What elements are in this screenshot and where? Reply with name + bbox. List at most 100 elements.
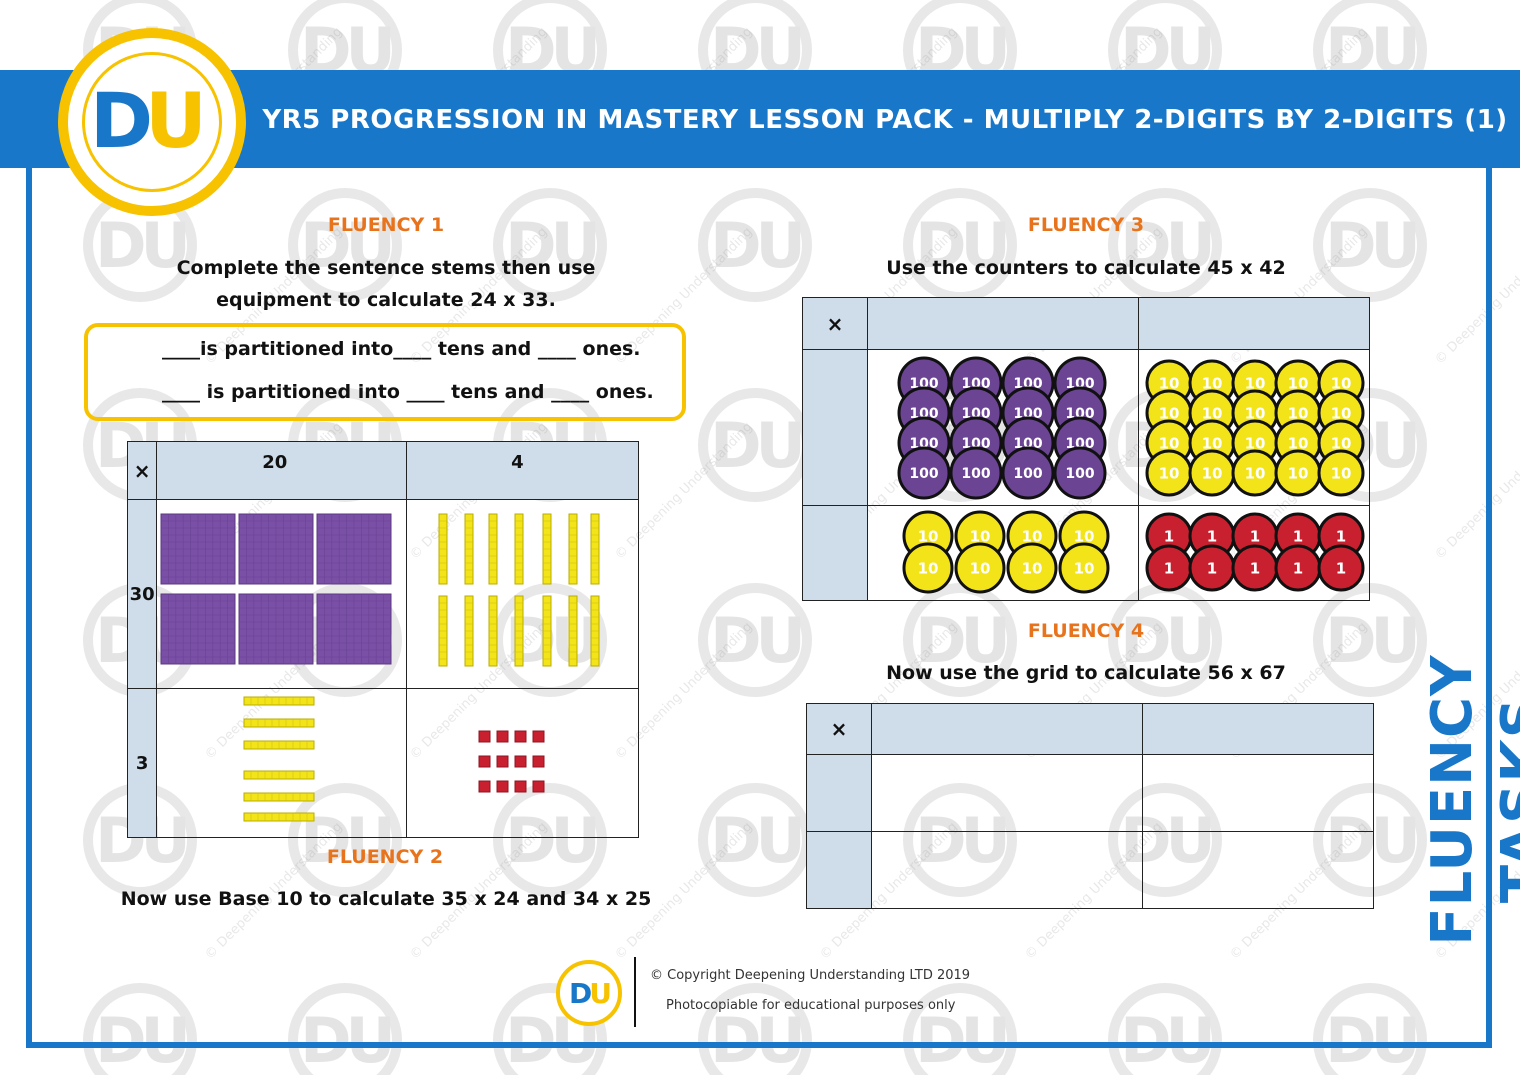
- ten-rod: [590, 595, 600, 667]
- grid-corner: ×: [126, 441, 158, 500]
- hundred-flat: [160, 593, 236, 665]
- svg-text:10: 10: [1331, 374, 1352, 392]
- counter: 1: [1274, 544, 1322, 592]
- fluency1-grid: × 20 4 30 3: [126, 441, 639, 838]
- svg-text:10: 10: [1202, 464, 1223, 482]
- counter-grid-col-header-1: [867, 297, 1139, 350]
- svg-text:100: 100: [961, 466, 990, 482]
- svg-text:10: 10: [1331, 434, 1352, 452]
- ten-rod: [568, 595, 578, 667]
- fluency4-instruction: Now use the grid to calculate 56 x 67: [886, 662, 1286, 684]
- footer-note: Photocopiable for educational purposes o…: [666, 998, 956, 1013]
- svg-text:10: 10: [1288, 374, 1309, 392]
- ten-rod: [568, 513, 578, 585]
- svg-text:10: 10: [918, 559, 939, 577]
- one-cube: [478, 730, 491, 743]
- ones-cubes: [478, 730, 545, 793]
- blank-grid-row-header-1: [806, 754, 872, 832]
- one-cube: [532, 755, 545, 768]
- svg-text:10: 10: [1288, 404, 1309, 422]
- fluency3-grid: × 100 100 100 100 100 100 100 100 100 100 100 100 10…: [802, 297, 1370, 601]
- ten-rod: [590, 513, 600, 585]
- counter: 10: [1145, 449, 1193, 497]
- fluency2-heading: FLUENCY 2: [326, 846, 444, 868]
- counter: 1: [1231, 544, 1279, 592]
- svg-text:10: 10: [1331, 464, 1352, 482]
- fluency4-grid: ×: [806, 703, 1374, 909]
- counter: 100: [949, 446, 1003, 500]
- blank-grid-col-header-1: [871, 703, 1143, 755]
- hundreds-counters-cell: 100 100 100 100 100 100 100 100 100 100 100 100 100 1…: [867, 349, 1139, 506]
- du-logo: DU: [58, 28, 246, 216]
- tens-rods: [438, 513, 600, 667]
- svg-text:100: 100: [909, 466, 938, 482]
- ten-rod: [243, 740, 315, 750]
- hundred-flat: [160, 513, 236, 585]
- svg-text:100: 100: [1013, 466, 1042, 482]
- header-bar: [0, 70, 1520, 168]
- counter: 1: [1145, 544, 1193, 592]
- fluency-tasks-side-label: FLUENCY TASKS: [1420, 654, 1520, 946]
- footer-copyright: © Copyright Deepening Understanding LTD …: [650, 968, 971, 983]
- one-cube: [478, 755, 491, 768]
- grid-col-header-20: 20: [156, 441, 408, 500]
- svg-text:10: 10: [1245, 434, 1266, 452]
- svg-text:1: 1: [1164, 559, 1174, 577]
- sentence-stem-1: ____is partitioned into____ tens and ___…: [162, 338, 641, 360]
- counter: 100: [897, 446, 951, 500]
- svg-text:1: 1: [1250, 527, 1260, 545]
- counter: 10: [1274, 449, 1322, 497]
- tens-rods-horizontal: [243, 696, 315, 822]
- ten-rod: [542, 595, 552, 667]
- counter: 1: [1188, 544, 1236, 592]
- svg-text:1: 1: [1336, 559, 1346, 577]
- ten-rod: [488, 595, 498, 667]
- fluency3-heading: FLUENCY 3: [1027, 214, 1145, 236]
- one-cube: [496, 730, 509, 743]
- svg-text:1: 1: [1207, 527, 1217, 545]
- counter-grid-row-header-2: [802, 505, 868, 601]
- ten-rod: [514, 513, 524, 585]
- svg-text:10: 10: [1202, 434, 1223, 452]
- counter-grid-corner: ×: [802, 297, 868, 350]
- svg-text:10: 10: [1245, 374, 1266, 392]
- svg-text:10: 10: [1202, 374, 1223, 392]
- counter: 100: [1053, 446, 1107, 500]
- footer-divider: [634, 957, 636, 1027]
- blank-grid-cell: [1142, 754, 1374, 832]
- hundred-flat: [238, 593, 314, 665]
- ten-counters-top: 10 10 10 10 10 10 10 10 10 10 10 10 10 10 10 10 10 10 10 10: [1145, 359, 1365, 497]
- counter-grid-col-header-2: [1138, 297, 1370, 350]
- tens-counters-cell-bottom: 10 10 10 10 10 10 10 10: [867, 505, 1139, 601]
- svg-text:10: 10: [1288, 434, 1309, 452]
- counter: 10: [1006, 542, 1058, 594]
- fluency2-instruction: Now use Base 10 to calculate 35 x 24 and…: [120, 888, 652, 910]
- counter: 10: [954, 542, 1006, 594]
- svg-text:10: 10: [1159, 464, 1180, 482]
- grid-row-header-30: 30: [126, 499, 158, 689]
- blank-grid-cell: [1142, 831, 1374, 909]
- tens-counters-cell-top: 10 10 10 10 10 10 10 10 10 10 10 10 10 10 10 10 10 10 10 10: [1138, 349, 1370, 506]
- hundreds-flats: [160, 513, 392, 665]
- hundred-flat: [316, 513, 392, 585]
- one-cube: [496, 780, 509, 793]
- svg-text:1: 1: [1250, 559, 1260, 577]
- blank-grid-cell: [871, 754, 1143, 832]
- svg-text:10: 10: [1074, 559, 1095, 577]
- hundred-flat: [238, 513, 314, 585]
- logo-text: DU: [90, 76, 207, 165]
- one-cube: [514, 780, 527, 793]
- base10-tens-cell: [406, 499, 639, 689]
- sentence-stem-2: ____ is partitioned into ____ tens and _…: [162, 381, 654, 403]
- ten-rod: [243, 696, 315, 706]
- svg-text:10: 10: [1159, 404, 1180, 422]
- svg-text:1: 1: [1336, 527, 1346, 545]
- ten-rod: [243, 770, 315, 780]
- footer-logo: DU: [556, 960, 622, 1026]
- fluency1-instruction-line1: Complete the sentence stems then use: [176, 257, 596, 279]
- svg-text:10: 10: [1074, 527, 1095, 545]
- one-cube: [496, 755, 509, 768]
- ten-rod: [243, 792, 315, 802]
- svg-text:10: 10: [1022, 559, 1043, 577]
- svg-text:10: 10: [1159, 374, 1180, 392]
